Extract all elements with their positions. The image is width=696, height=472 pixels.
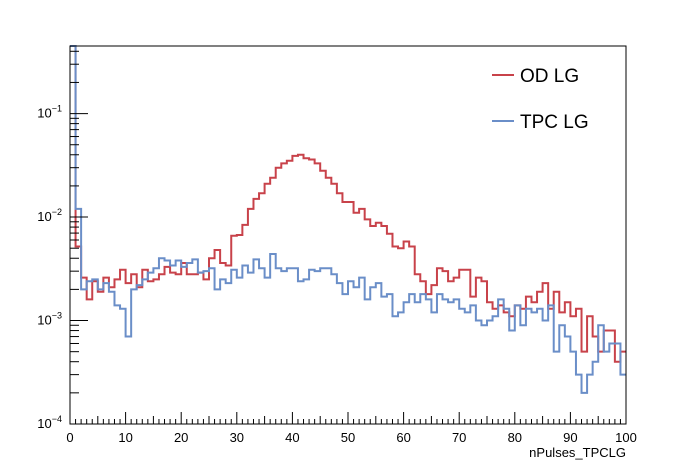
y-tick-label: 10−1 <box>37 104 62 121</box>
x-tick-label: 80 <box>508 430 522 445</box>
y-tick-label: 10−4 <box>37 414 62 431</box>
y-tick-label: 10−2 <box>37 207 62 224</box>
x-tick-label: 90 <box>563 430 577 445</box>
x-tick-label: 10 <box>118 430 132 445</box>
x-tick-label: 70 <box>452 430 466 445</box>
legend-label: TPC LG <box>520 112 589 133</box>
series-line-tpc-lg <box>70 45 626 394</box>
x-tick-label: 40 <box>285 430 299 445</box>
y-tick-label: 10−3 <box>37 311 62 328</box>
x-axis-title: nPulses_TPCLG <box>529 445 626 460</box>
x-tick-label: 0 <box>66 430 73 445</box>
series-line-od-lg <box>70 45 626 363</box>
x-tick-label: 60 <box>396 430 410 445</box>
legend-label: OD LG <box>520 66 579 87</box>
x-axis: 0 10 20 30 40 50 60 70 80 90 100 <box>66 412 637 445</box>
legend: OD LG TPC LG <box>492 66 589 133</box>
x-tick-label: 30 <box>230 430 244 445</box>
series-layer <box>70 45 626 394</box>
y-axis: 10−1 10−2 10−3 10−4 <box>37 50 88 431</box>
x-tick-label: 50 <box>341 430 355 445</box>
x-tick-label: 100 <box>615 430 637 445</box>
x-tick-label: 20 <box>174 430 188 445</box>
